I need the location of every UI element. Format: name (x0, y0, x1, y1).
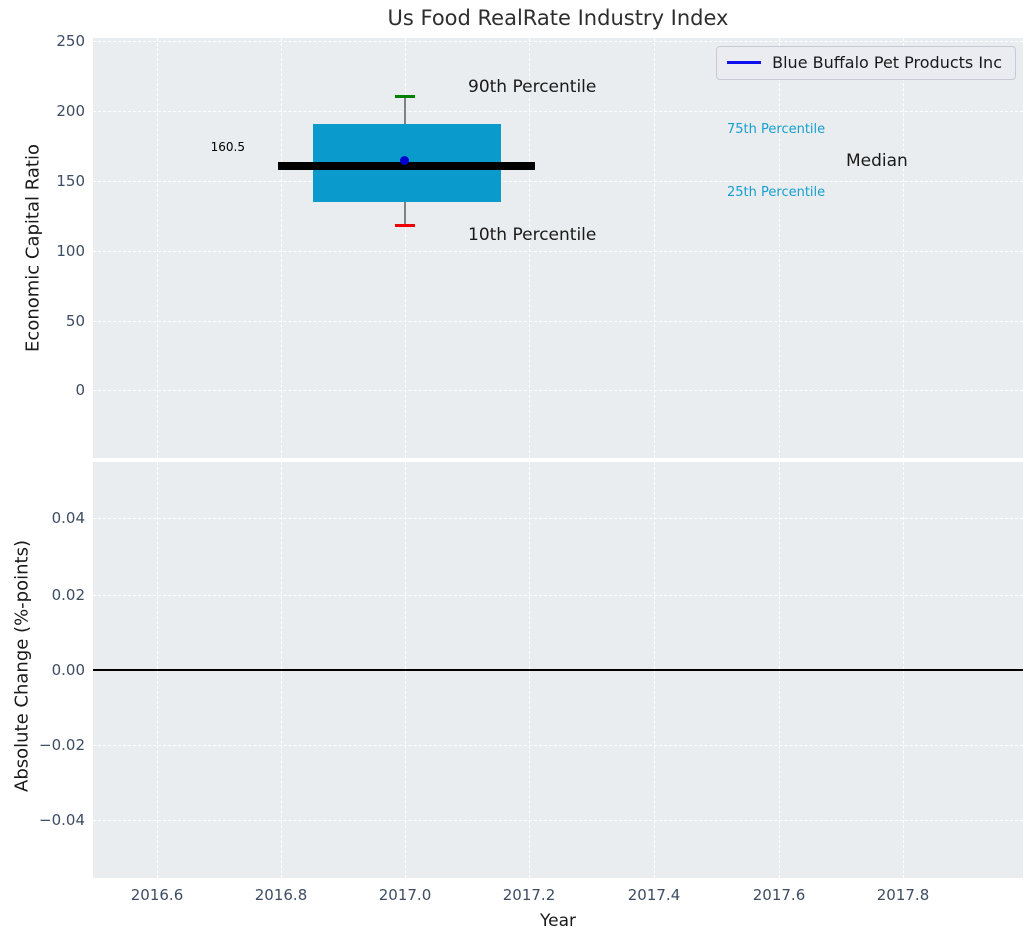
ytick-label: −0.04 (39, 811, 85, 829)
annotation-25th-percentile: 25th Percentile (727, 185, 826, 200)
gridline (157, 38, 158, 458)
gridline (93, 41, 1023, 42)
annotation-median: Median (846, 151, 908, 171)
gridline (93, 518, 1023, 519)
gridline (93, 820, 1023, 821)
ytick-label: 0 (75, 381, 85, 399)
xtick-label: 2017.8 (876, 886, 930, 904)
xtick-label: 2017.0 (378, 886, 432, 904)
legend-line-icon (727, 61, 762, 64)
gridline (281, 38, 282, 458)
top-ylabel: Economic Capital Ratio (22, 144, 44, 352)
xtick-label: 2017.6 (752, 886, 806, 904)
ytick-label: 150 (56, 172, 85, 190)
gridline (654, 38, 655, 458)
legend-label: Blue Buffalo Pet Products Inc (772, 53, 1002, 72)
annotation-10th-percentile: 10th Percentile (468, 225, 597, 245)
ytick-label: 50 (65, 312, 85, 330)
median-value-label: 160.5 (210, 140, 245, 154)
gridline (93, 390, 1023, 391)
bottom-ylabel: Absolute Change (%-points) (11, 540, 33, 792)
gridline (93, 595, 1023, 596)
10th-percentile-cap (395, 224, 415, 227)
ytick-label: 250 (56, 32, 85, 50)
bottom-plot-area (93, 462, 1023, 878)
ytick-label: 0.00 (51, 661, 85, 679)
top-plot-area: 90th Percentile 10th Percentile 75th Per… (93, 38, 1023, 458)
gridline (93, 745, 1023, 746)
gridline (93, 111, 1023, 112)
gridline (93, 181, 1023, 182)
chart-title: Us Food RealRate Industry Index (387, 6, 729, 30)
annotation-75th-percentile: 75th Percentile (727, 122, 826, 137)
gridline (529, 38, 530, 458)
ytick-label: −0.02 (39, 736, 85, 754)
xtick-label: 2017.4 (627, 886, 681, 904)
ytick-label: 0.04 (51, 509, 85, 527)
90th-percentile-cap (395, 95, 415, 98)
ytick-label: 0.02 (51, 586, 85, 604)
gridline (93, 321, 1023, 322)
median-line (278, 162, 535, 170)
xtick-label: 2016.6 (130, 886, 184, 904)
gridline (405, 38, 406, 458)
zero-change-line (93, 669, 1023, 671)
xlabel: Year (540, 911, 576, 931)
annotation-90th-percentile: 90th Percentile (468, 77, 597, 97)
legend: Blue Buffalo Pet Products Inc (716, 46, 1016, 80)
ytick-label: 200 (56, 102, 85, 120)
xtick-label: 2017.2 (502, 886, 556, 904)
ytick-label: 100 (56, 242, 85, 260)
gridline (779, 38, 780, 458)
gridline (903, 38, 904, 458)
gridline (93, 251, 1023, 252)
xtick-label: 2016.8 (254, 886, 308, 904)
company-data-point (400, 156, 409, 165)
